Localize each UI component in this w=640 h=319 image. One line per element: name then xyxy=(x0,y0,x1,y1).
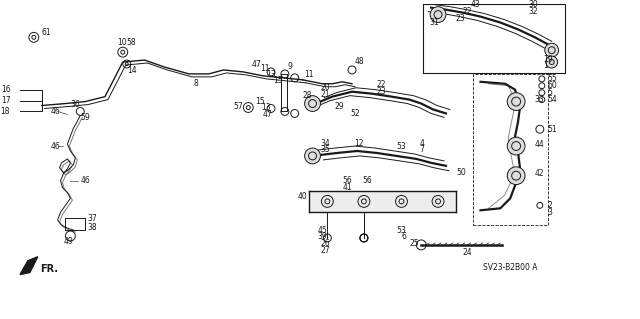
Text: 33: 33 xyxy=(535,95,545,104)
Text: 36: 36 xyxy=(70,100,80,109)
Text: 51: 51 xyxy=(548,125,557,134)
Text: 15: 15 xyxy=(255,97,265,106)
Text: 26: 26 xyxy=(321,239,330,249)
Text: 44: 44 xyxy=(535,140,545,149)
Text: SV23-B2B00 A: SV23-B2B00 A xyxy=(483,263,538,272)
Text: 34: 34 xyxy=(321,138,330,148)
Text: 61: 61 xyxy=(42,28,51,37)
Text: FR.: FR. xyxy=(40,263,58,274)
Text: 30: 30 xyxy=(528,0,538,9)
Polygon shape xyxy=(20,257,38,275)
Text: 46: 46 xyxy=(51,107,60,116)
Text: 31: 31 xyxy=(429,18,439,27)
Text: 52: 52 xyxy=(350,109,360,118)
Text: 53: 53 xyxy=(397,226,406,234)
Text: 56: 56 xyxy=(342,176,352,185)
Circle shape xyxy=(305,96,321,111)
Text: 57: 57 xyxy=(234,102,243,111)
Text: 22: 22 xyxy=(377,80,387,89)
Text: 5: 5 xyxy=(548,88,552,97)
Text: 22: 22 xyxy=(463,7,472,16)
Text: 19: 19 xyxy=(543,55,552,63)
Text: 41: 41 xyxy=(342,183,352,192)
Circle shape xyxy=(545,43,559,57)
Text: 56: 56 xyxy=(362,176,372,185)
Text: 16: 16 xyxy=(1,85,11,94)
Circle shape xyxy=(546,56,557,68)
Text: 23: 23 xyxy=(377,87,387,96)
Text: 53: 53 xyxy=(397,142,406,151)
Text: 35: 35 xyxy=(321,145,330,154)
Circle shape xyxy=(508,137,525,155)
Text: 11: 11 xyxy=(260,64,269,73)
Text: 58: 58 xyxy=(127,38,136,47)
Circle shape xyxy=(430,7,446,23)
Text: 32: 32 xyxy=(528,7,538,16)
Text: 27: 27 xyxy=(321,246,330,255)
Text: 15: 15 xyxy=(273,76,283,85)
Text: 45: 45 xyxy=(317,226,327,234)
Text: 11: 11 xyxy=(305,70,314,79)
Text: 47: 47 xyxy=(252,60,261,69)
Text: 9: 9 xyxy=(288,63,292,71)
Text: 14: 14 xyxy=(127,66,136,75)
Text: 17: 17 xyxy=(1,96,11,105)
Text: 37: 37 xyxy=(87,214,97,223)
Text: 49: 49 xyxy=(63,237,73,246)
Circle shape xyxy=(305,148,321,164)
Text: 55: 55 xyxy=(548,74,557,83)
Text: 28: 28 xyxy=(303,91,312,100)
Text: 24: 24 xyxy=(463,248,472,257)
Text: 46: 46 xyxy=(51,142,60,151)
Text: 7: 7 xyxy=(419,145,424,154)
Text: 48: 48 xyxy=(355,56,365,65)
Text: 12: 12 xyxy=(354,138,364,148)
Text: 18: 18 xyxy=(1,107,10,116)
Text: 39: 39 xyxy=(317,233,327,241)
Text: 38: 38 xyxy=(87,223,97,232)
Text: 20: 20 xyxy=(321,83,330,92)
Text: 8: 8 xyxy=(194,79,198,88)
Text: 6: 6 xyxy=(401,233,406,241)
Text: 46: 46 xyxy=(80,176,90,185)
Text: 40: 40 xyxy=(298,192,307,201)
Text: 60: 60 xyxy=(548,81,557,90)
Text: 2: 2 xyxy=(548,201,552,210)
Text: 1: 1 xyxy=(543,62,548,70)
Text: 23: 23 xyxy=(456,14,465,23)
Text: 13: 13 xyxy=(261,103,271,112)
Text: 25: 25 xyxy=(410,239,419,249)
Text: 29: 29 xyxy=(334,102,344,111)
Text: 21: 21 xyxy=(321,90,330,99)
Text: 47: 47 xyxy=(263,110,273,119)
Text: 43: 43 xyxy=(470,0,481,9)
Text: 13: 13 xyxy=(266,70,276,79)
Text: 50: 50 xyxy=(457,168,467,177)
Text: 54: 54 xyxy=(548,95,557,104)
Text: 59: 59 xyxy=(80,113,90,122)
Text: 42: 42 xyxy=(535,169,545,178)
Text: 4: 4 xyxy=(419,138,424,148)
Circle shape xyxy=(508,93,525,110)
Text: 3: 3 xyxy=(548,208,552,217)
Circle shape xyxy=(508,167,525,185)
Text: 10: 10 xyxy=(117,38,127,47)
